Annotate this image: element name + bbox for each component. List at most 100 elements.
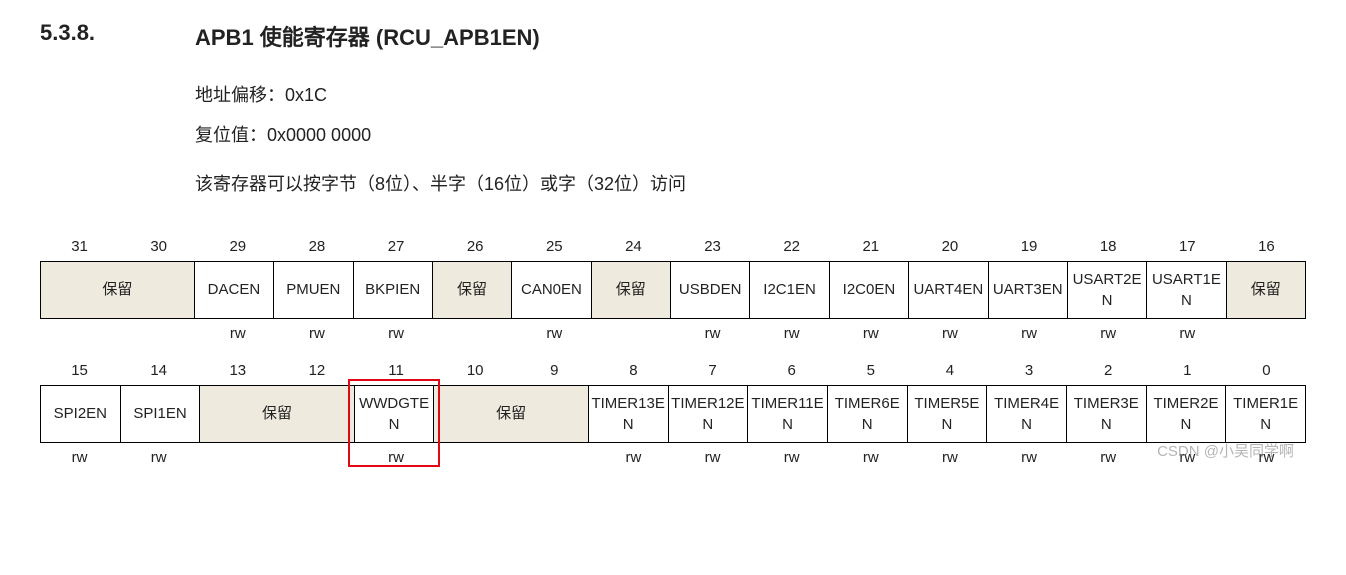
bit-number: 27 — [357, 235, 436, 261]
bit-field: UART4EN — [908, 261, 988, 319]
register-row-high: 31302928272625242322212019181716 保留DACEN… — [40, 235, 1306, 347]
rw-indicator — [1227, 319, 1306, 347]
rw-indicator — [594, 319, 673, 347]
bit-field: TIMER1EN — [1225, 385, 1306, 443]
bit-field: TIMER3EN — [1066, 385, 1147, 443]
bit-field: USBDEN — [670, 261, 750, 319]
bit-field: TIMER13EN — [588, 385, 669, 443]
bit-number: 0 — [1227, 359, 1306, 385]
bit-number: 12 — [277, 359, 356, 385]
rw-indicator: rw — [831, 443, 910, 471]
rw-indicator — [436, 443, 594, 471]
bit-number: 1 — [1148, 359, 1227, 385]
bit-number: 20 — [910, 235, 989, 261]
bit-number: 30 — [119, 235, 198, 261]
page-root: 5.3.8. APB1 使能寄存器 (RCU_APB1EN) 地址偏移：0x1C… — [40, 20, 1306, 471]
rw-indicator: rw — [910, 443, 989, 471]
bit-field: TIMER6EN — [827, 385, 908, 443]
section-title: APB1 使能寄存器 (RCU_APB1EN) — [195, 20, 540, 52]
bit-number: 17 — [1148, 235, 1227, 261]
offset-line: 地址偏移：0x1C — [195, 76, 1306, 116]
reserved-field: 保留 — [40, 261, 195, 319]
offset-value: 0x1C — [285, 85, 327, 105]
rw-indicator: rw — [910, 319, 989, 347]
bit-number: 15 — [40, 359, 119, 385]
bit-number: 25 — [515, 235, 594, 261]
rw-indicator: rw — [198, 319, 277, 347]
bit-number: 6 — [752, 359, 831, 385]
bit-number: 18 — [1069, 235, 1148, 261]
reserved-field: 保留 — [199, 385, 354, 443]
rw-indicator — [40, 319, 198, 347]
rw-row-low: rwrwrwrwrwrwrwrwrwrwrwrw — [40, 443, 1306, 471]
rw-indicator — [198, 443, 356, 471]
bit-number: 10 — [436, 359, 515, 385]
bit-number: 5 — [831, 359, 910, 385]
bit-number: 22 — [752, 235, 831, 261]
reserved-field: 保留 — [591, 261, 671, 319]
reset-line: 复位值：0x0000 0000 — [195, 116, 1306, 156]
bit-number: 13 — [198, 359, 277, 385]
description-block: 地址偏移：0x1C 复位值：0x0000 0000 该寄存器可以按字节（8位）、… — [195, 76, 1306, 205]
bit-number: 24 — [594, 235, 673, 261]
bit-numbers-high: 31302928272625242322212019181716 — [40, 235, 1306, 261]
rw-indicator: rw — [1069, 443, 1148, 471]
reserved-field: 保留 — [433, 385, 588, 443]
register-row-low: 1514131211109876543210 SPI2ENSPI1EN保留WWD… — [40, 359, 1306, 471]
rw-indicator: rw — [277, 319, 356, 347]
bit-field: TIMER11EN — [747, 385, 828, 443]
section-number: 5.3.8. — [40, 20, 195, 52]
rw-indicator: rw — [752, 443, 831, 471]
bit-number: 7 — [673, 359, 752, 385]
offset-label: 地址偏移： — [195, 85, 285, 105]
rw-indicator: rw — [990, 319, 1069, 347]
rw-indicator — [436, 319, 515, 347]
bit-number: 11 — [357, 359, 436, 385]
bit-field: TIMER5EN — [907, 385, 988, 443]
bit-field: I2C0EN — [829, 261, 909, 319]
section-heading: 5.3.8. APB1 使能寄存器 (RCU_APB1EN) — [40, 20, 1306, 52]
bit-numbers-low: 1514131211109876543210 — [40, 359, 1306, 385]
bit-number: 19 — [990, 235, 1069, 261]
bit-number: 8 — [594, 359, 673, 385]
rw-indicator: rw — [831, 319, 910, 347]
reset-value: 0x0000 0000 — [267, 125, 371, 145]
rw-indicator: rw — [357, 443, 436, 471]
bit-field: SPI1EN — [120, 385, 201, 443]
bit-field: TIMER2EN — [1146, 385, 1227, 443]
bit-field: DACEN — [194, 261, 274, 319]
bit-number: 21 — [831, 235, 910, 261]
bit-number: 14 — [119, 359, 198, 385]
rw-indicator: rw — [1148, 319, 1227, 347]
rw-indicator: rw — [119, 443, 198, 471]
rw-indicator: rw — [357, 319, 436, 347]
bit-field: USART1EN — [1146, 261, 1226, 319]
rw-indicator: rw — [990, 443, 1069, 471]
reset-label: 复位值： — [195, 125, 267, 145]
rw-indicator: rw — [594, 443, 673, 471]
reserved-field: 保留 — [432, 261, 512, 319]
bit-field: TIMER12EN — [668, 385, 749, 443]
rw-indicator: rw — [40, 443, 119, 471]
bit-fields-high: 保留DACENPMUENBKPIEN保留CAN0EN保留USBDENI2C1EN… — [40, 261, 1306, 319]
bit-field: SPI2EN — [40, 385, 121, 443]
bit-field: BKPIEN — [353, 261, 433, 319]
bit-number: 26 — [436, 235, 515, 261]
bit-number: 28 — [277, 235, 356, 261]
bit-field: PMUEN — [273, 261, 353, 319]
reserved-field: 保留 — [1226, 261, 1306, 319]
bit-field: WWDGTEN — [354, 385, 435, 443]
bit-fields-low: SPI2ENSPI1EN保留WWDGTEN保留TIMER13ENTIMER12E… — [40, 385, 1306, 443]
rw-row-high: rwrwrwrwrwrwrwrwrwrwrw — [40, 319, 1306, 347]
watermark-text: CSDN @小吴同学啊 — [1157, 440, 1294, 461]
bit-number: 29 — [198, 235, 277, 261]
rw-indicator: rw — [673, 319, 752, 347]
bit-field: UART3EN — [988, 261, 1068, 319]
rw-indicator: rw — [515, 319, 594, 347]
bit-field: CAN0EN — [511, 261, 591, 319]
rw-indicator: rw — [1069, 319, 1148, 347]
bit-field: I2C1EN — [749, 261, 829, 319]
access-line: 该寄存器可以按字节（8位）、半字（16位）或字（32位）访问 — [195, 165, 1306, 205]
rw-indicator: rw — [752, 319, 831, 347]
bit-number: 4 — [910, 359, 989, 385]
